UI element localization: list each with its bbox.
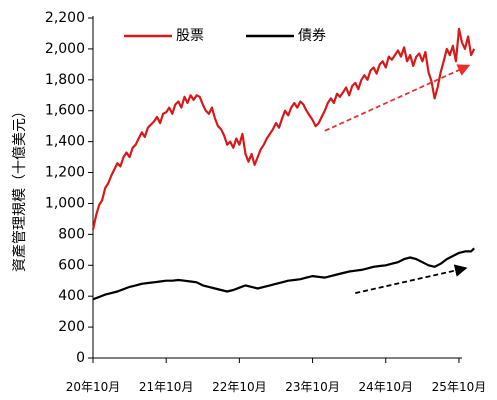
y-tick-label: 2,200 [45, 10, 85, 26]
series-layer [91, 27, 476, 301]
x-tick-label: 21年10月 [139, 380, 194, 394]
x-tick-label: 25年10月 [432, 380, 487, 394]
x-axis: 20年10月 21年10月 22年10月 23年10月 24年10月 25年10月 [66, 357, 487, 394]
y-tick-label: 0 [76, 350, 85, 366]
trend-arrow-bonds [355, 264, 468, 294]
legend-label-stocks: 股票 [176, 28, 204, 44]
series-line-stocks [91, 27, 476, 230]
y-tick-label: 1,600 [45, 103, 85, 119]
y-tick-label: 200 [58, 319, 85, 335]
x-tick-label: 23年10月 [285, 380, 340, 394]
x-tick-label: 22年10月 [212, 380, 267, 394]
trend-arrows [324, 64, 471, 294]
y-tick-label: 1,800 [45, 72, 85, 88]
trend-arrow-stocks [324, 64, 471, 132]
y-tick-label: 1,200 [45, 165, 85, 181]
y-axis: 0 200 400 600 800 1,000 1,200 1,400 1,600 1,800 2,… [45, 10, 94, 366]
y-tick-label: 800 [58, 226, 85, 242]
series-line-bonds [92, 247, 475, 301]
y-tick-label: 2,000 [45, 41, 85, 57]
y-tick-label: 1,400 [45, 134, 85, 150]
y-tick-label: 600 [58, 257, 85, 273]
y-axis-label: 資產管理規模（十億美元） [11, 104, 28, 272]
y-tick-label: 400 [58, 288, 85, 304]
x-tick-label: 24年10月 [358, 380, 413, 394]
x-tick-label: 20年10月 [66, 380, 121, 394]
legend-label-bonds: 債券 [298, 28, 326, 44]
y-tick-label: 1,000 [45, 195, 85, 211]
legend: 股票 債券 [124, 28, 326, 44]
